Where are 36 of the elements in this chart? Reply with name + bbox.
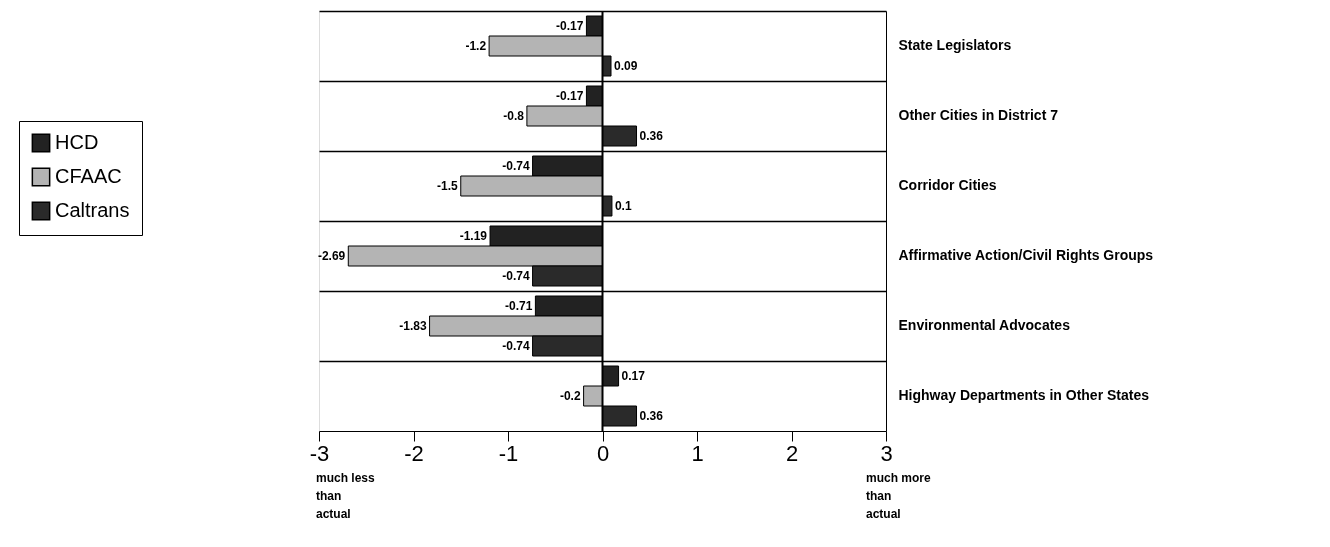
data-label: -1.83 <box>399 319 427 333</box>
data-label: -0.8 <box>503 109 525 123</box>
data-label: -1.5 <box>437 179 459 193</box>
data-label: 0.17 <box>621 369 646 383</box>
x-tick-label: -1 <box>498 440 519 466</box>
x-tick-label: 2 <box>785 440 799 466</box>
y-tick-label: Highway Departments in Other States <box>898 387 1150 403</box>
x-tick-label: 3 <box>880 440 893 466</box>
text: much more than actual <box>866 471 932 521</box>
legend-label: HCD <box>55 131 99 153</box>
data-label: -0.74 <box>502 159 530 173</box>
data-label: 0.36 <box>639 409 664 423</box>
data-label: 0.36 <box>639 129 664 143</box>
y-tick-label: Environmental Advocates <box>898 317 1071 333</box>
legend-label: CFAAC <box>55 165 122 187</box>
x-tick-label: -3 <box>309 440 330 466</box>
text: much less than actual <box>316 471 376 521</box>
data-label: -0.17 <box>556 89 584 103</box>
y-tick-label: Other Cities in District 7 <box>898 107 1059 123</box>
data-label: -0.17 <box>556 19 584 33</box>
data-label: 0.1 <box>614 199 632 213</box>
data-label: -0.74 <box>502 269 530 283</box>
y-tick-label: Corridor Cities <box>898 177 997 193</box>
data-label: -2.69 <box>317 249 346 263</box>
data-label: 0.09 <box>614 59 638 73</box>
x-tick-label: 1 <box>691 440 704 466</box>
data-label: -0.74 <box>502 339 530 353</box>
data-label: -1.2 <box>465 39 487 53</box>
data-label: -0.2 <box>559 389 581 403</box>
x-tick-label: -2 <box>404 440 424 466</box>
data-label: -1.19 <box>459 229 488 243</box>
legend-label: Caltrans <box>55 199 130 221</box>
y-tick-label: Affirmative Action/Civil Rights Groups <box>898 247 1154 263</box>
y-tick-label: State Legislators <box>898 37 1012 53</box>
data-label: -0.71 <box>505 299 533 313</box>
x-tick-label: 0 <box>596 440 610 466</box>
